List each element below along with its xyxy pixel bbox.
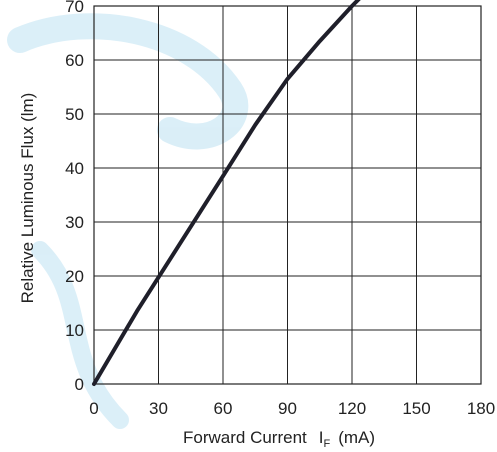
series-line-0 [92, 0, 361, 386]
series-layer [92, 0, 361, 386]
x-tick-label-4: 120 [338, 399, 366, 418]
y-tick-label-7: 70 [65, 0, 84, 16]
x-axis-title: Forward Current IF (mA) [183, 428, 375, 450]
y-tick-label-6: 60 [65, 51, 84, 70]
y-tick-label-0: 0 [75, 375, 84, 394]
y-axis-label: Relative Luminous Flux (lm) [18, 93, 37, 304]
x-tick-label-6: 180 [467, 399, 495, 418]
y-tick-label-3: 30 [65, 213, 84, 232]
x-tick-label-2: 60 [214, 399, 233, 418]
x-tick-label-3: 90 [278, 399, 297, 418]
grid [93, 5, 482, 385]
watermark [7, 13, 249, 429]
x-axis-label: Forward Current IF (mA) [183, 428, 375, 450]
y-tick-label-2: 20 [65, 267, 84, 286]
y-tick-label-1: 10 [65, 321, 84, 340]
x-tick-label-0: 0 [89, 399, 98, 418]
y-tick-label-5: 50 [65, 105, 84, 124]
x-tick-label-5: 150 [402, 399, 430, 418]
y-tick-label-4: 40 [65, 159, 84, 178]
tick-labels: 0 30 60 90 120 150 180 0 10 20 30 40 50 60 70 [65, 0, 495, 418]
plot-frame [93, 5, 482, 385]
y-axis-title: Relative Luminous Flux (lm) [18, 93, 37, 304]
x-tick-label-1: 30 [149, 399, 168, 418]
